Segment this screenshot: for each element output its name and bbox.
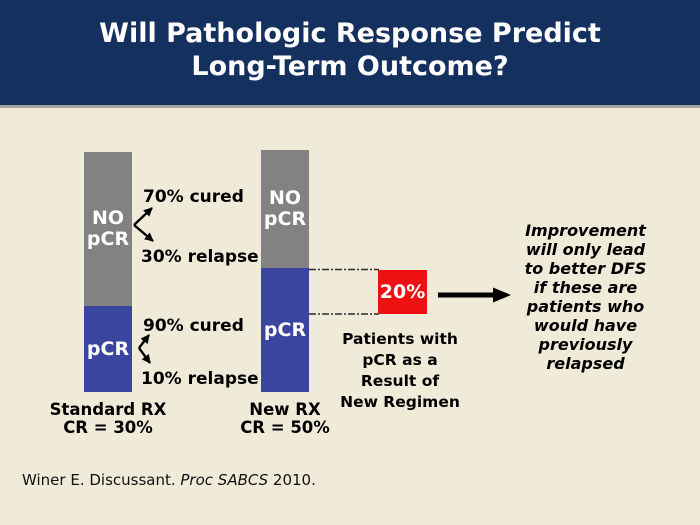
conclusion-text: Improvement will only lead to better DFS… (524, 221, 647, 373)
standard-rx-no-pcr-segment: NO pCR (84, 152, 132, 306)
new-rx-pcr-segment: pCR (261, 268, 309, 392)
title-bar: Will Pathologic Response Predict Long-Ter… (0, 0, 700, 108)
annotation-90-cured: 90% cured (143, 316, 244, 336)
annotation-30-relapse: 30% relapse (141, 247, 259, 267)
annotation-10-relapse: 10% relapse (141, 369, 259, 389)
dotted-connector-lines (309, 268, 379, 315)
citation-prefix: Winer E. Discussant. (22, 471, 181, 489)
citation-suffix: 2010. (268, 471, 316, 489)
pcr-label: pCR (86, 337, 130, 360)
citation: Winer E. Discussant. Proc SABCS 2010. (22, 471, 316, 489)
page-title: Will Pathologic Response Predict Long-Ter… (0, 0, 700, 83)
no-pcr-label: NO pCR (86, 207, 130, 250)
standard-rx-pcr-segment: pCR (84, 306, 132, 392)
no-pcr-label: NO pCR (263, 187, 307, 230)
new-rx-caption: New RX CR = 50% (240, 400, 330, 437)
title-line-2: Long-Term Outcome? (191, 51, 509, 82)
annotation-70-cured: 70% cured (143, 187, 244, 207)
new-rx-no-pcr-segment: NO pCR (261, 150, 309, 268)
right-arrow-icon (438, 287, 511, 303)
bar-standard-rx: NO pCR pCR (84, 152, 132, 392)
title-line-1: Will Pathologic Response Predict (99, 18, 601, 49)
pcr-label: pCR (263, 318, 307, 341)
fork-arrows-no-pcr-icon (133, 207, 154, 242)
standard-rx-caption: Standard RX CR = 30% (49, 400, 167, 437)
bar-new-rx: NO pCR pCR (261, 150, 309, 392)
highlight-caption: Patients with pCR as a Result of New Reg… (340, 330, 460, 411)
citation-journal: Proc SABCS (180, 471, 269, 489)
fork-arrows-pcr-icon (138, 334, 151, 364)
highlight-20pct-value: 20% (379, 281, 426, 303)
highlight-20pct-box: 20% (378, 270, 427, 314)
